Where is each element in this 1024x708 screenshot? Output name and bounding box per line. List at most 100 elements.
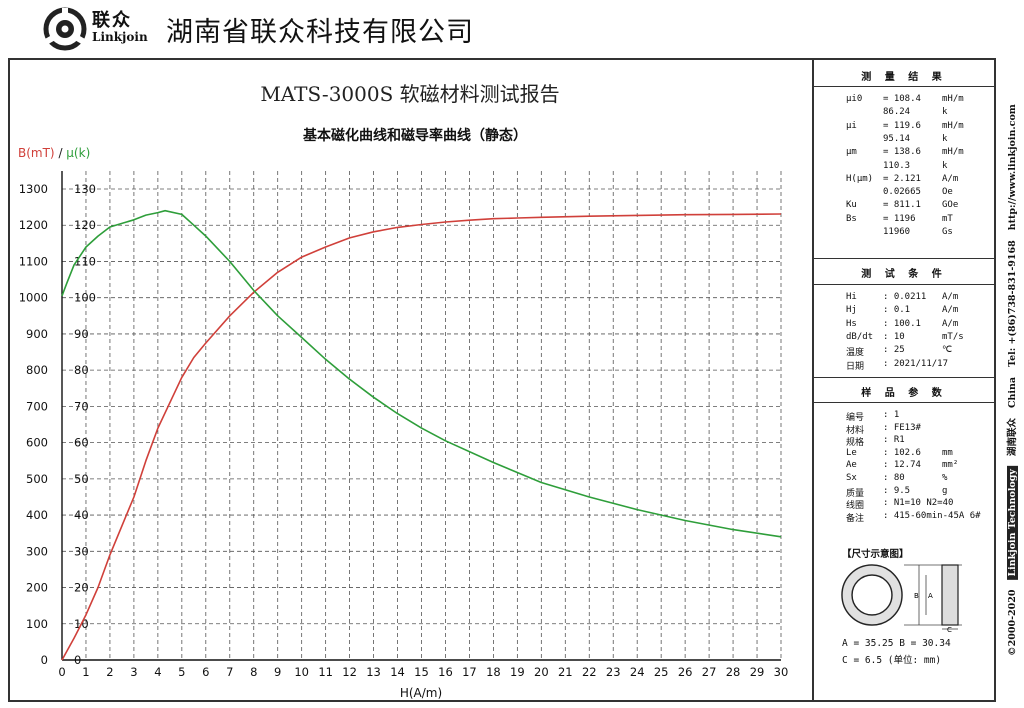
y-tick-label-b: 1200 — [19, 218, 48, 232]
param-row: 日期: 2021/11/17 — [814, 359, 994, 372]
y-axis-label: B(mT) / μ(k) — [18, 146, 90, 160]
x-tick-label: 7 — [226, 665, 233, 679]
dimension-label-a: A — [928, 592, 933, 600]
y-tick-label-b: 500 — [26, 472, 48, 486]
param-row: Hi: 0.0211 A/m — [814, 292, 994, 305]
x-tick-label: 2 — [106, 665, 113, 679]
series-line-b — [61, 213, 782, 661]
x-tick-label: 9 — [274, 665, 281, 679]
sample-top-divider — [814, 377, 994, 378]
param-label: μi0 — [846, 94, 863, 104]
sample-divider — [814, 402, 994, 403]
x-tick-label: 4 — [154, 665, 161, 679]
x-tick-label: 28 — [726, 665, 741, 679]
chart-axes — [61, 171, 781, 661]
param-value: = 811.1 — [883, 200, 921, 211]
magnetization-chart: MATS-3000S 软磁材料测试报告 基本磁化曲线和磁导率曲线（静态） B(m… — [18, 82, 789, 700]
results-title: 测 量 结 果 — [861, 72, 947, 83]
x-tick-label: 11 — [318, 665, 333, 679]
param-label: H(μm) — [846, 173, 874, 184]
param-unit: mm² — [942, 460, 959, 471]
x-tick-label: 22 — [582, 665, 597, 679]
x-tick-label: 23 — [606, 665, 621, 679]
param-label: 备注 — [846, 513, 865, 524]
param-value: : 0.1 — [883, 305, 911, 316]
param-value: 86.24 — [883, 107, 911, 118]
x-tick-label: 17 — [462, 665, 477, 679]
y-tick-label-b: 200 — [26, 581, 48, 595]
param-unit: mH/m — [942, 120, 964, 131]
param-row: 质量: 9.5 g — [814, 486, 994, 499]
x-tick-label: 26 — [678, 665, 693, 679]
x-tick-label: 20 — [534, 665, 549, 679]
x-tick-label: 30 — [774, 665, 789, 679]
param-value: = 1196 — [883, 213, 916, 224]
param-value: : FE13# — [883, 422, 921, 433]
chart-grid — [62, 171, 782, 660]
param-unit: A/m — [942, 305, 959, 316]
param-label: 规格 — [846, 438, 865, 449]
ring-dimension-diagram: B A C — [841, 564, 962, 632]
param-row: 温度: 25 ℃ — [814, 345, 994, 358]
x-tick-label: 24 — [630, 665, 645, 679]
param-value: : 12.74 — [883, 460, 921, 471]
param-row: 110.3 k — [814, 161, 994, 174]
param-row: 线圈: N1=10 N2=40 — [814, 498, 994, 511]
param-value: 95.14 — [883, 133, 911, 144]
param-value: : R1 — [883, 435, 905, 446]
y-tick-label-mu: 0 — [74, 653, 81, 667]
side-tech: Linkjoin Technology — [1007, 466, 1018, 580]
param-row: 86.24 k — [814, 107, 994, 120]
dimension-values-row1: A = 35.25 B = 30.34 — [842, 638, 951, 649]
param-row: Ae : 12.74 mm² — [814, 460, 994, 473]
y-tick-label-b: 600 — [26, 436, 48, 450]
conditions-title: 测 试 条 件 — [861, 269, 947, 280]
y-tick-label-mu: 130 — [74, 182, 96, 196]
x-tick-label: 14 — [390, 665, 405, 679]
chart-tick-labels: 0 1 2 3 4 5 6 7 8 9 10 11 12 13 14 15 16 17 18 19 20 21 22 23 24… — [19, 182, 789, 679]
param-row: 规格 : R1 — [814, 435, 994, 448]
param-label: 线圈 — [846, 501, 865, 512]
sample-title: 样 品 参 数 — [861, 388, 947, 399]
param-row: Ku = 811.1 GOe — [814, 200, 994, 213]
info-panel: 测 量 结 果 μi0 = 108.4 mH/m 86.24 k μi = 119.6 mH… — [812, 60, 994, 700]
param-label: Hj — [846, 305, 857, 316]
param-unit: g — [942, 485, 948, 496]
results-divider — [814, 86, 994, 87]
x-tick-label: 29 — [750, 665, 765, 679]
company-name: 湖南省联众科技有限公司 — [166, 17, 474, 48]
param-label: dB/dt — [846, 331, 874, 342]
header: 联众 Linkjoin 湖南省联众科技有限公司 — [0, 0, 1024, 58]
param-label: Sx — [846, 473, 857, 483]
dimension-diagram-title: 【尺寸示意图】 — [842, 549, 909, 560]
y-tick-label-mu: 90 — [74, 327, 89, 341]
param-unit: k — [942, 160, 948, 171]
param-label: Ku — [846, 200, 857, 211]
x-tick-label: 16 — [438, 665, 453, 679]
param-value: = 119.6 — [883, 120, 921, 131]
x-tick-label: 0 — [58, 665, 65, 679]
param-value: 0.02665 — [883, 187, 921, 198]
param-value: = 2.121 — [883, 173, 921, 184]
chart-title: MATS-3000S 软磁材料测试报告 — [260, 82, 559, 106]
ring-cross-section-icon — [941, 564, 959, 626]
param-unit: Oe — [942, 187, 953, 198]
param-row: Sx: 80% — [814, 473, 994, 486]
param-unit: A/m — [942, 292, 959, 302]
param-unit: mT — [942, 213, 953, 224]
param-row: Le: 102.6 mm — [814, 448, 994, 461]
x-tick-label: 15 — [414, 665, 429, 679]
side-copyright: ©2000-2020 — [1007, 589, 1018, 656]
param-label: Ae — [846, 460, 857, 471]
param-unit: % — [942, 473, 948, 483]
y-axis-label-mu: μ(k) — [66, 146, 90, 160]
param-value: : 10 — [883, 331, 905, 342]
param-row: 编号: 1 — [814, 410, 994, 423]
dimension-label-b: B — [914, 592, 919, 600]
param-label: Hs — [846, 318, 857, 329]
x-axis-label: H(A/m) — [400, 686, 442, 700]
param-unit: mT/s — [942, 331, 964, 342]
param-value: : 100.1 — [883, 318, 921, 329]
company-logo-icon — [43, 7, 87, 51]
y-tick-label-b: 1100 — [19, 254, 48, 268]
